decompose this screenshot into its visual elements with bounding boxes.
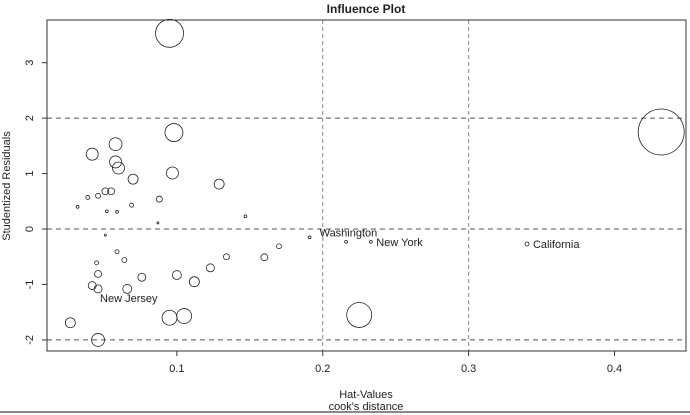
point — [155, 195, 163, 203]
x-axis-sublabel: cook's distance — [329, 401, 404, 413]
point — [75, 205, 80, 209]
point — [87, 281, 97, 290]
point — [176, 308, 193, 324]
point — [524, 241, 530, 247]
point — [85, 195, 91, 200]
x-tick-label: 0.1 — [169, 363, 184, 375]
y-tick-label: 1 — [24, 171, 36, 177]
point — [107, 187, 116, 196]
point — [156, 221, 160, 225]
y-tick-label: 3 — [24, 60, 36, 66]
point — [105, 209, 109, 214]
point — [122, 284, 133, 294]
point — [121, 257, 128, 263]
point — [91, 333, 105, 347]
point-label: New Jersey — [100, 293, 158, 305]
point-labels: Washington New Jersey New York California — [100, 227, 580, 305]
point — [109, 155, 122, 169]
point — [114, 249, 120, 255]
point — [205, 263, 215, 273]
point — [276, 243, 282, 250]
reference-lines — [47, 20, 686, 351]
x-tick-label: 0.4 — [607, 363, 622, 375]
point — [95, 192, 101, 199]
data-points — [64, 18, 685, 347]
x-axis: 0.1 0.2 0.3 0.4 — [169, 350, 622, 375]
point — [94, 260, 100, 266]
x-tick-label: 0.3 — [461, 363, 476, 375]
point — [108, 137, 123, 152]
point — [103, 233, 107, 237]
point — [93, 284, 103, 294]
point — [637, 108, 685, 156]
point — [243, 214, 248, 219]
point — [85, 147, 99, 161]
point — [161, 309, 178, 326]
y-axis-label: Studentized Residuals — [1, 131, 13, 241]
point — [94, 270, 102, 278]
point — [129, 202, 135, 208]
point — [171, 270, 182, 280]
point — [213, 178, 225, 190]
point — [164, 123, 184, 142]
point-label: Washington — [320, 227, 378, 239]
point — [307, 235, 312, 240]
point — [112, 161, 125, 175]
chart-title: Influence Plot — [327, 2, 406, 16]
y-tick-label: 2 — [24, 115, 36, 121]
point — [64, 317, 76, 329]
point — [127, 173, 139, 185]
point — [166, 166, 179, 180]
point — [115, 210, 119, 214]
y-tick-label: -2 — [24, 335, 36, 345]
point — [137, 272, 147, 282]
x-tick-label: 0.2 — [315, 363, 330, 375]
point-label: California — [533, 239, 580, 251]
point — [346, 302, 373, 328]
point — [369, 239, 373, 244]
y-tick-label: -1 — [24, 280, 36, 290]
point — [344, 239, 348, 244]
point-label: New York — [376, 237, 423, 249]
point — [155, 18, 184, 48]
y-tick-label: 0 — [24, 226, 36, 232]
point — [260, 253, 269, 262]
y-axis: -2 -1 0 1 2 3 — [24, 60, 47, 345]
point — [188, 276, 200, 288]
x-axis-label: Hat-Values — [339, 389, 393, 401]
point — [223, 253, 230, 261]
point — [101, 187, 110, 196]
